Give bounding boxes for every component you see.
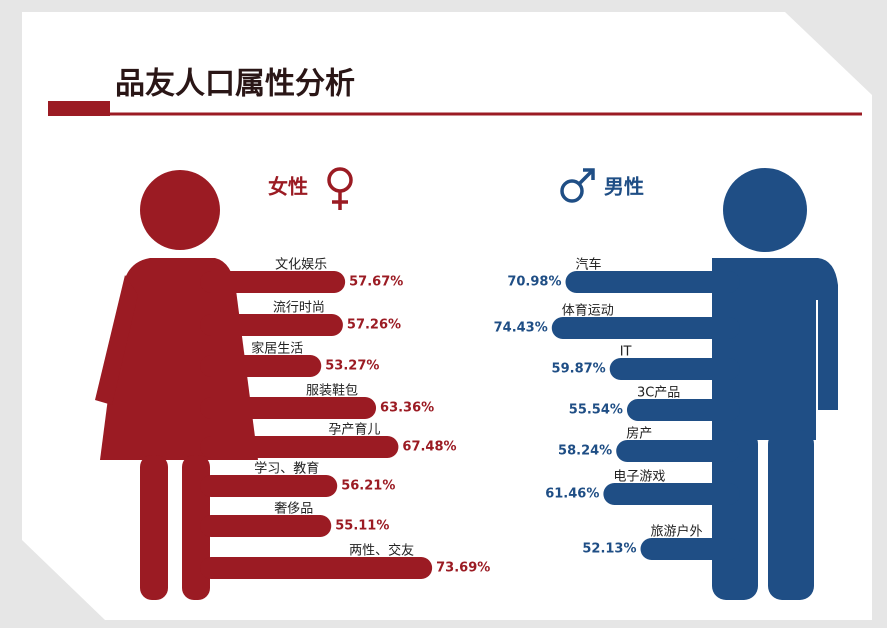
- bar: [551, 317, 740, 339]
- category-label: 孕产育儿: [328, 422, 380, 438]
- category-label: 3C产品: [637, 386, 680, 401]
- chart-title: 女性: [268, 175, 308, 199]
- value-label: 74.43%: [494, 321, 548, 336]
- category-label: 两性、交友: [349, 543, 414, 559]
- bar: [200, 271, 346, 293]
- value-label: 73.69%: [436, 561, 490, 576]
- category-label: 电子游戏: [613, 470, 665, 485]
- value-label: 58.24%: [558, 444, 612, 459]
- value-label: 67.48%: [402, 440, 456, 455]
- category-label: 服装鞋包: [306, 383, 358, 399]
- category-label: 奢侈品: [274, 502, 313, 517]
- bar: [200, 397, 377, 419]
- category-label: 体育运动: [562, 303, 614, 319]
- bar: [565, 271, 740, 293]
- value-label: 55.11%: [335, 519, 389, 534]
- bar: [200, 355, 322, 377]
- bar: [200, 314, 343, 336]
- category-label: 旅游户外: [651, 524, 703, 540]
- category-label: 房产: [626, 426, 652, 442]
- male-symbol: [560, 168, 595, 203]
- category-label: IT: [620, 345, 632, 360]
- bar: [200, 436, 399, 458]
- bar: [626, 399, 740, 421]
- value-label: 59.87%: [552, 362, 606, 377]
- bar: [616, 440, 740, 462]
- bar: [200, 557, 433, 579]
- value-label: 70.98%: [507, 275, 561, 290]
- value-label: 61.46%: [545, 487, 599, 502]
- value-label: 63.36%: [380, 401, 434, 416]
- bar: [609, 358, 740, 380]
- female-symbol: [327, 167, 353, 210]
- bar: [200, 475, 338, 497]
- category-label: 汽车: [575, 257, 601, 273]
- chart-title: 男性: [604, 175, 644, 199]
- value-label: 57.26%: [347, 318, 401, 333]
- value-label: 57.67%: [349, 275, 403, 290]
- value-label: 55.54%: [569, 403, 623, 418]
- title-accent: [48, 101, 110, 116]
- category-label: 学习、教育: [254, 461, 319, 477]
- page-title: 品友人口属性分析: [115, 67, 355, 102]
- bar: [640, 538, 740, 560]
- paper: [22, 12, 872, 620]
- category-label: 文化娱乐: [275, 258, 327, 273]
- category-label: 家居生活: [251, 341, 303, 357]
- category-label: 流行时尚: [273, 301, 325, 316]
- bar: [603, 483, 740, 505]
- value-label: 52.13%: [582, 542, 636, 557]
- bar: [200, 515, 332, 537]
- value-label: 53.27%: [325, 359, 379, 374]
- value-label: 56.21%: [341, 479, 395, 494]
